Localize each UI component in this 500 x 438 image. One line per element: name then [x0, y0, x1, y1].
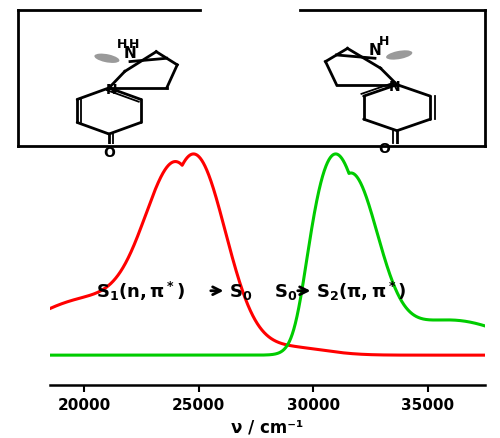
Text: $\mathbf{S_1(n,\pi^*)}$: $\mathbf{S_1(n,\pi^*)}$	[96, 279, 184, 303]
Text: O: O	[103, 146, 115, 160]
X-axis label: ν / cm⁻¹: ν / cm⁻¹	[232, 418, 304, 436]
Text: N: N	[368, 43, 382, 58]
Text: $\mathbf{S_0}$: $\mathbf{S_0}$	[228, 281, 252, 301]
Text: N: N	[106, 83, 117, 97]
Text: $\mathbf{S_2(\pi,\pi^*)}$: $\mathbf{S_2(\pi,\pi^*)}$	[316, 279, 406, 303]
Text: $\mathbf{S_0}$: $\mathbf{S_0}$	[274, 281, 297, 301]
Text: H: H	[116, 38, 127, 51]
Text: H: H	[378, 35, 389, 48]
Text: H: H	[129, 39, 140, 51]
Text: O: O	[378, 141, 390, 155]
Text: N: N	[389, 80, 400, 94]
Ellipse shape	[94, 54, 120, 64]
Ellipse shape	[386, 51, 412, 60]
Text: N: N	[124, 46, 136, 61]
